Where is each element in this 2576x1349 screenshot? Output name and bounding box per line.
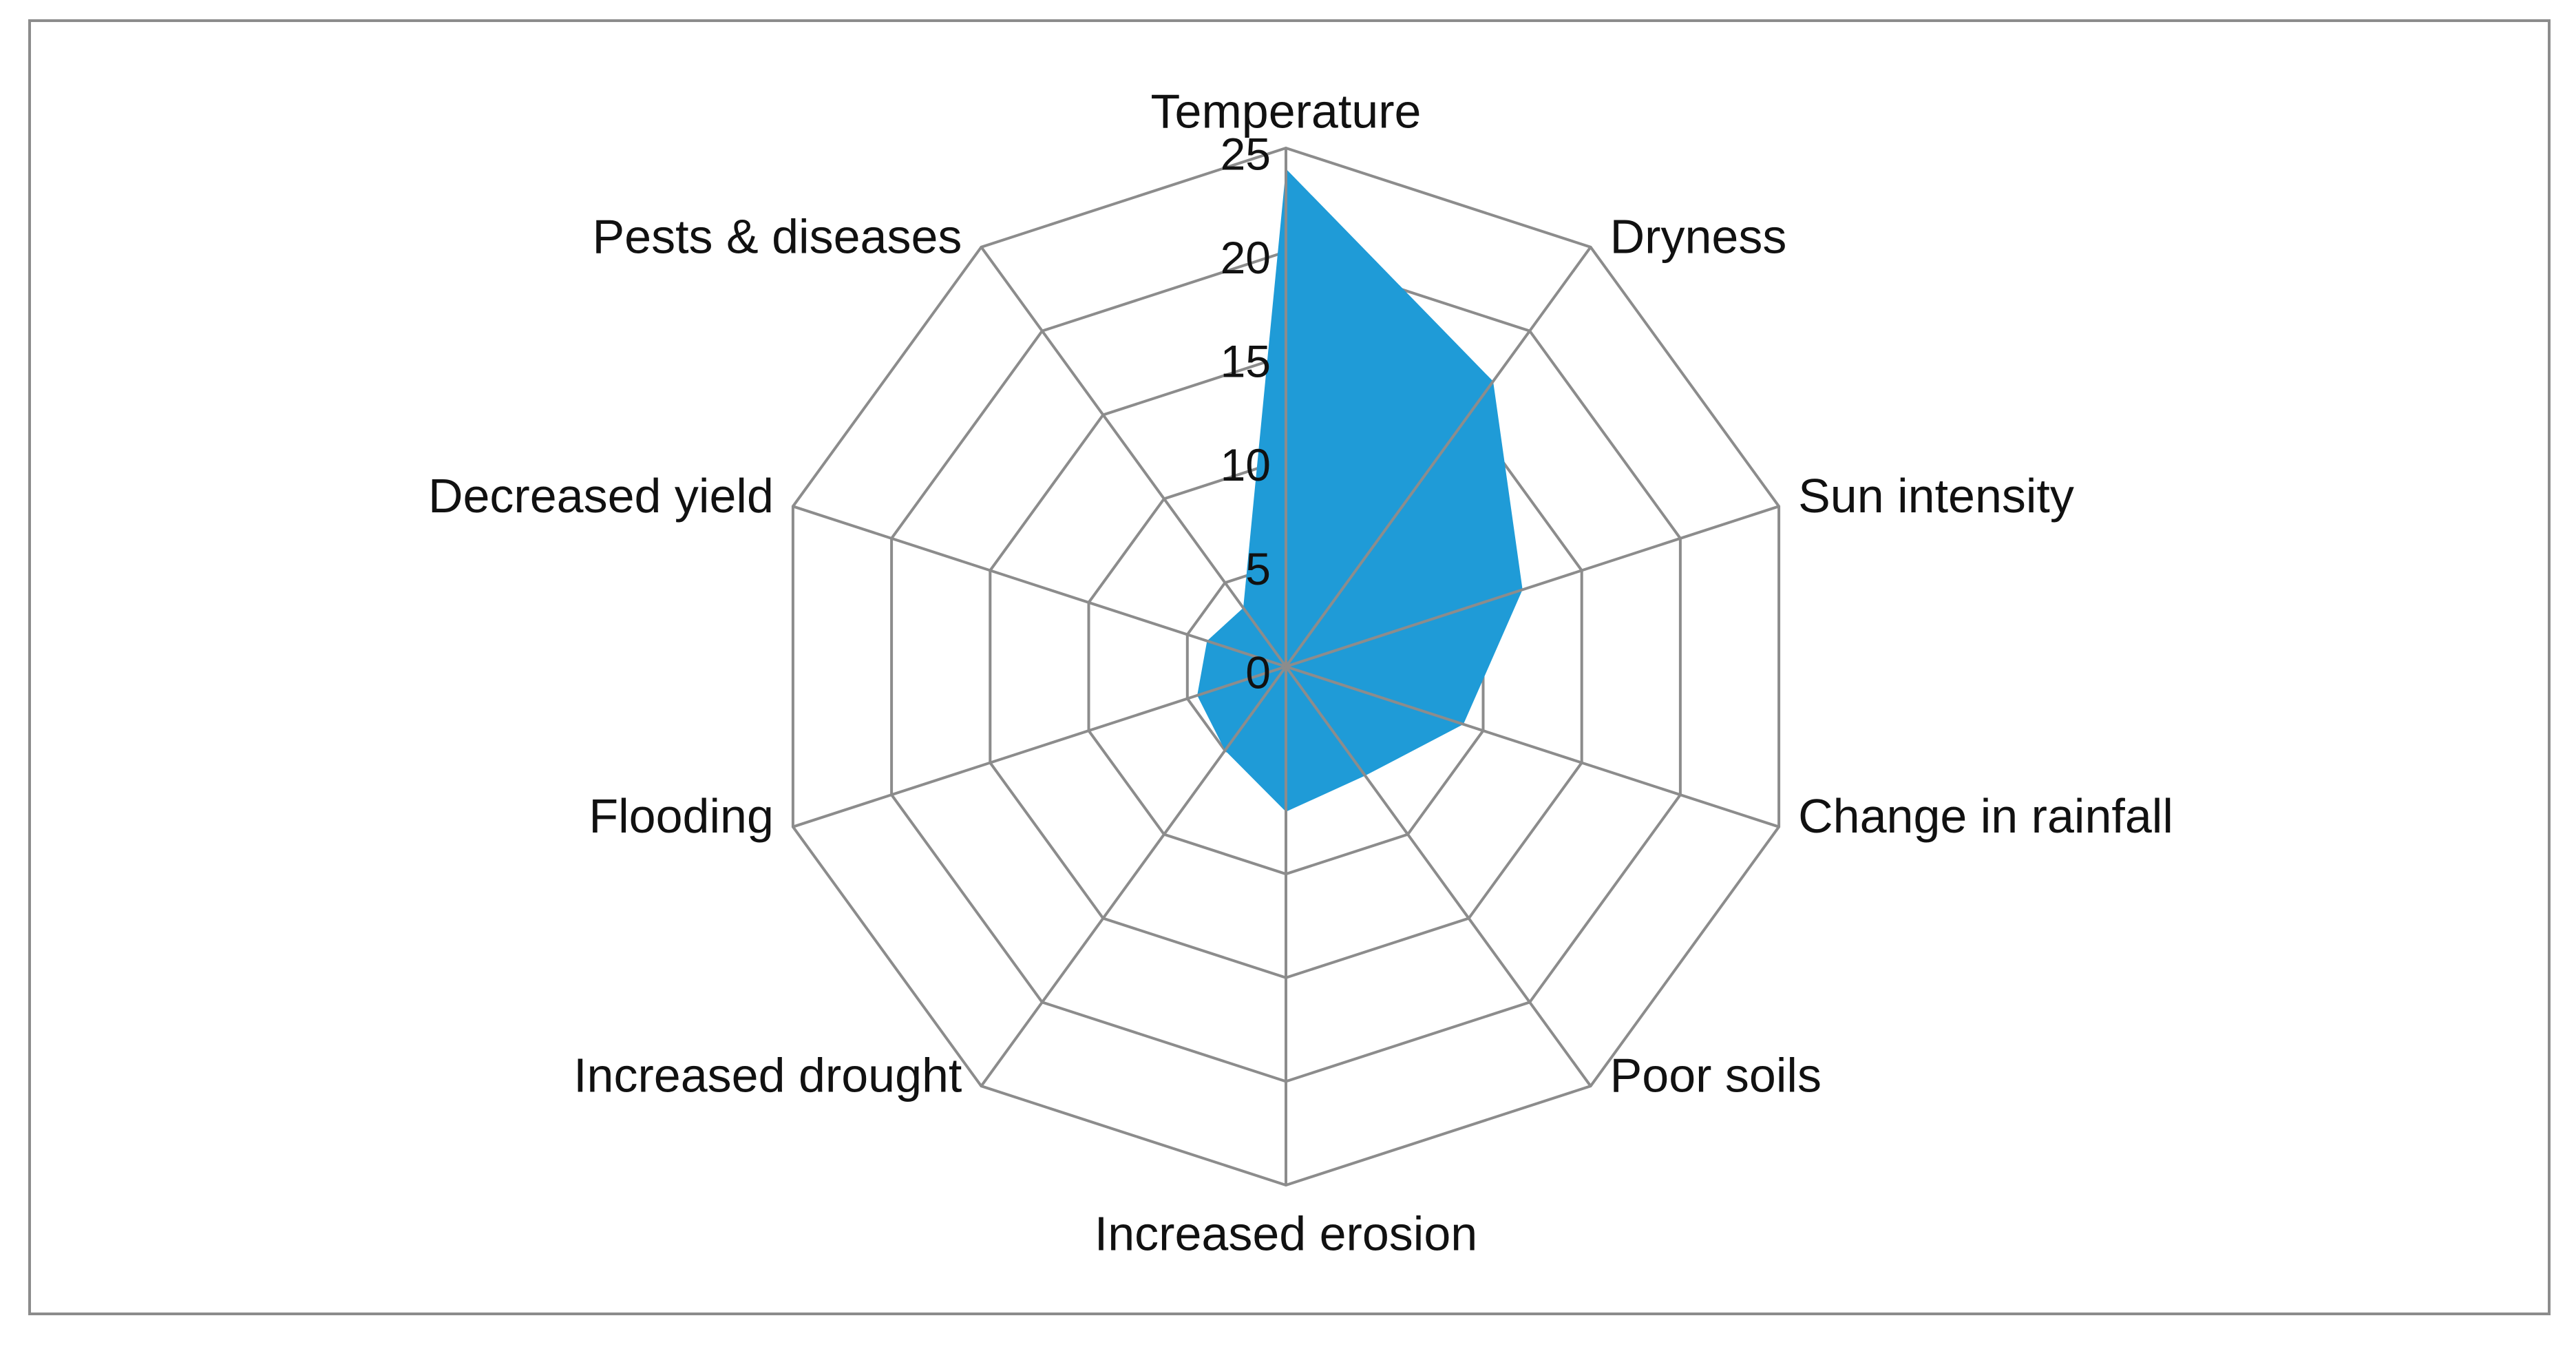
spoke-4 — [1285, 665, 1780, 828]
category-label-6: Increased erosion — [1095, 1206, 1477, 1260]
spoke-8 — [792, 665, 1287, 828]
tick-label-0: 0 — [1245, 647, 1271, 698]
tick-label-5: 5 — [1245, 543, 1271, 594]
category-label-10: Pests & diseases — [592, 209, 962, 263]
spoke-3 — [1285, 505, 1780, 668]
category-label-8: Flooding — [589, 789, 774, 843]
tick-label-20: 20 — [1221, 232, 1271, 283]
series-area-1 — [1197, 169, 1523, 812]
tick-label-10: 10 — [1221, 439, 1271, 490]
category-label-layer: Temperature Dryness Sun intensity Change in… — [428, 84, 2173, 1260]
category-label-4: Change in rainfall — [1798, 789, 2173, 843]
tick-layer: 0 5 10 15 20 25 — [1221, 128, 1271, 698]
spoke-layer — [792, 148, 1780, 1185]
spoke-9 — [792, 505, 1287, 668]
category-label-5: Poor soils — [1610, 1049, 1822, 1102]
spoke-2 — [1285, 246, 1592, 668]
spoke-10 — [980, 246, 1287, 668]
category-label-3: Sun intensity — [1798, 469, 2074, 523]
category-label-7: Increased drought — [573, 1049, 962, 1102]
tick-label-25: 25 — [1221, 128, 1271, 179]
tick-label-15: 15 — [1221, 336, 1271, 387]
category-label-2: Dryness — [1610, 209, 1787, 263]
category-label-1: Temperature — [1151, 84, 1422, 138]
spoke-5 — [1285, 665, 1592, 1087]
category-label-9: Decreased yield — [428, 469, 774, 523]
spoke-7 — [980, 665, 1287, 1087]
series-layer — [1197, 169, 1523, 812]
